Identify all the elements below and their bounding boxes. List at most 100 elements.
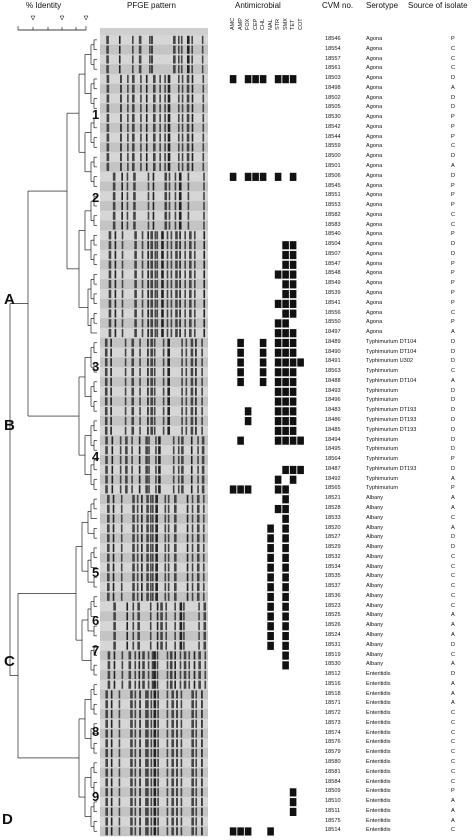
gel-band [180,700,183,709]
gel-band [171,827,174,836]
gel-band [121,250,124,259]
gel-band [131,358,135,367]
gel-band [127,113,129,123]
resistance-mark-smx [282,280,289,289]
source: D [451,417,456,424]
gel-band [203,299,206,308]
gel-band [104,407,108,416]
serotype: Agona [366,172,383,179]
gel-band [167,338,170,347]
gel-band [150,319,154,328]
gel-band [131,455,133,465]
gel-band [180,729,183,738]
resistance-mark-smx [282,358,289,367]
gel-band [196,504,200,513]
gel-band [189,260,192,269]
gel-band [202,504,205,513]
gel-band [149,35,151,44]
resistance-mark-nal [267,612,274,621]
gel-band [198,602,200,611]
gel-band [140,104,142,113]
gel-band [108,309,112,318]
gel-band [171,749,174,758]
resistance-mark-tet [289,426,297,435]
resistance-mark-smx [282,397,289,406]
gel-band [193,299,196,308]
gel-band [121,231,124,240]
serotype: Typhimurium DT193 [366,465,417,472]
gel-band [177,446,180,455]
serotype: Agona [366,280,383,287]
resistance-mark-str [274,485,282,494]
resistance-mark-nal [267,827,274,836]
gel-band [191,563,194,572]
gel-band [166,309,169,318]
gel-band [196,563,200,572]
gel-band [174,172,177,181]
gel-band [132,514,135,523]
gel-band [131,94,135,103]
cvm-number: 18494 [325,436,341,443]
gel-band [120,573,123,582]
source: D [451,671,456,678]
gel-band [177,455,180,465]
serotype: Agona [366,94,383,101]
gel-band [176,739,178,748]
gel-band [161,240,164,250]
gel-band [114,328,117,338]
cvm-number: 18544 [325,133,341,140]
gel-band [156,260,159,269]
gel-band [191,543,194,553]
cvm-number: 18553 [325,202,341,209]
cvm-number: 18525 [325,612,341,619]
gel-band [147,680,150,689]
gel-band [131,104,135,113]
gel-band [150,700,153,709]
gel-band [180,749,183,758]
cvm-number: 18563 [325,368,341,375]
gel-band [188,651,191,660]
gel-band [106,35,109,44]
gel-band [151,651,154,660]
gel-band [113,631,116,640]
gel-band [153,348,156,357]
gel-band [191,582,194,592]
gel-band [162,377,165,386]
source: D [451,348,456,355]
gel-band [112,172,116,181]
gel-band [134,328,137,338]
source: A [451,524,455,531]
gel-band [118,758,121,767]
gel-band [124,348,127,357]
gel-band [181,94,184,103]
gel-band [193,670,196,680]
resistance-mark-amc [229,172,237,181]
gel-band [147,260,149,269]
gel-band [147,192,150,201]
resistance-mark-smx [282,622,289,631]
gel-band [138,436,141,445]
gel-band [111,446,114,455]
resistance-mark-amc [229,485,237,494]
serotype: Albany [366,631,384,638]
gel-band [150,729,153,738]
gel-band [164,592,167,601]
gel-band [191,123,194,132]
resistance-mark-chl [259,368,267,377]
gel-band [156,309,159,318]
gel-band [187,201,190,211]
resistance-mark-tet [289,417,297,426]
gel-band [112,504,115,513]
gel-band [126,172,129,181]
resistance-mark-chl [259,75,267,84]
serotype: Albany [366,504,384,511]
gel-band [166,788,169,797]
gel-band [196,494,200,504]
gel-band [136,553,139,562]
gel-band [150,338,153,347]
gel-band [147,407,149,416]
gel-band [145,729,148,738]
resistance-mark-smx [282,485,289,494]
gel-band [105,729,108,738]
gel-band [186,573,189,582]
